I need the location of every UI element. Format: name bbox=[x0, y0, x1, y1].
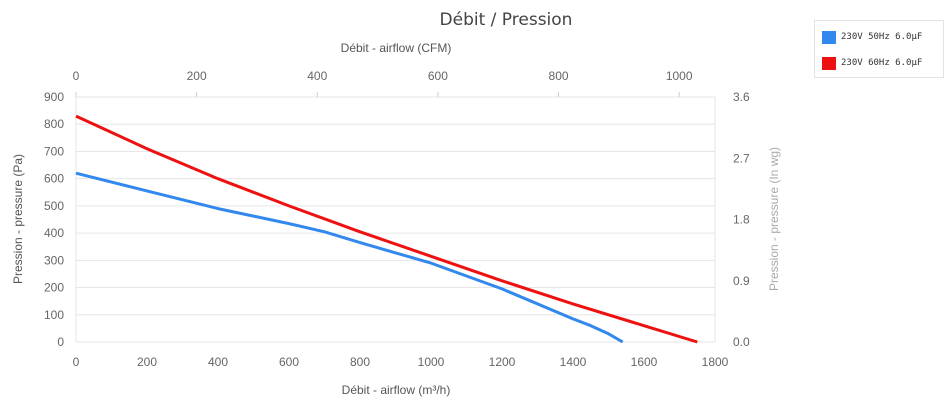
legend: 230V 50Hz 6.0µF 230V 60Hz 6.0µF bbox=[814, 20, 944, 78]
legend-label-series-1: 230V 50Hz 6.0µF bbox=[841, 32, 923, 42]
y-tick-label-2: 200 bbox=[44, 281, 64, 295]
y-tick-label-8: 800 bbox=[44, 117, 64, 131]
series-lines bbox=[75, 114, 698, 344]
legend-label-series-2: 230V 60Hz 6.0µF bbox=[841, 58, 923, 68]
series-line-1 bbox=[75, 171, 624, 344]
y-tick-label-3: 300 bbox=[44, 253, 64, 267]
legend-swatch-series-1 bbox=[822, 30, 836, 44]
y2-tick-label-4: 3.6 bbox=[733, 90, 750, 104]
y-axis-title: Pression - pressure (Pa) bbox=[11, 154, 25, 284]
y2-tick-label-0: 0.0 bbox=[733, 335, 750, 349]
series-line-2 bbox=[75, 114, 698, 344]
x2-tick-label-4: 800 bbox=[549, 69, 569, 83]
y-tick-label-9: 900 bbox=[44, 90, 64, 104]
grid bbox=[75, 96, 716, 343]
x2-tick-label-1: 200 bbox=[187, 69, 207, 83]
y2-tick-label-2: 1.8 bbox=[733, 213, 750, 227]
x-tick-label-4: 800 bbox=[350, 355, 370, 369]
chart-title: Débit / Pression bbox=[440, 10, 573, 30]
y2-axis-title: Pression - pressure (In wg) bbox=[767, 147, 781, 291]
x-tick-label-5: 1000 bbox=[418, 355, 445, 369]
x-tick-label-0: 0 bbox=[73, 355, 80, 369]
x2-tick-label-2: 400 bbox=[307, 69, 327, 83]
y-tick-label-1: 100 bbox=[44, 308, 64, 322]
x-tick-label-9: 1800 bbox=[702, 355, 729, 369]
legend-item-series-1[interactable]: 230V 50Hz 6.0µF bbox=[822, 30, 922, 44]
x-tick-label-7: 1400 bbox=[560, 355, 587, 369]
x2-tick-label-3: 600 bbox=[428, 69, 448, 83]
legend-swatch-series-2 bbox=[822, 56, 836, 70]
y2-tick-label-3: 2.7 bbox=[733, 151, 750, 165]
x-tick-label-6: 1200 bbox=[489, 355, 516, 369]
x2-tick-label-0: 0 bbox=[73, 69, 80, 83]
y-tick-label-7: 700 bbox=[44, 144, 64, 158]
axes: 0 100 200 300 400 500 600 700 800 900 0 200 400 600 80… bbox=[44, 69, 750, 369]
x2-tick-label-5: 1000 bbox=[666, 69, 693, 83]
y2-tick-label-1: 0.9 bbox=[733, 274, 750, 288]
x-tick-label-3: 600 bbox=[279, 355, 299, 369]
x-tick-label-8: 1600 bbox=[631, 355, 658, 369]
y-tick-label-0: 0 bbox=[57, 335, 64, 349]
y-tick-label-5: 500 bbox=[44, 199, 64, 213]
x-tick-label-1: 200 bbox=[137, 355, 157, 369]
y-tick-label-6: 600 bbox=[44, 172, 64, 186]
legend-item-series-2[interactable]: 230V 60Hz 6.0µF bbox=[822, 56, 922, 70]
y-tick-label-4: 400 bbox=[44, 226, 64, 240]
x2-axis-title: Débit - airflow (CFM) bbox=[341, 41, 452, 55]
x-axis-title: Débit - airflow (m³/h) bbox=[342, 383, 451, 397]
x-tick-label-2: 400 bbox=[208, 355, 228, 369]
